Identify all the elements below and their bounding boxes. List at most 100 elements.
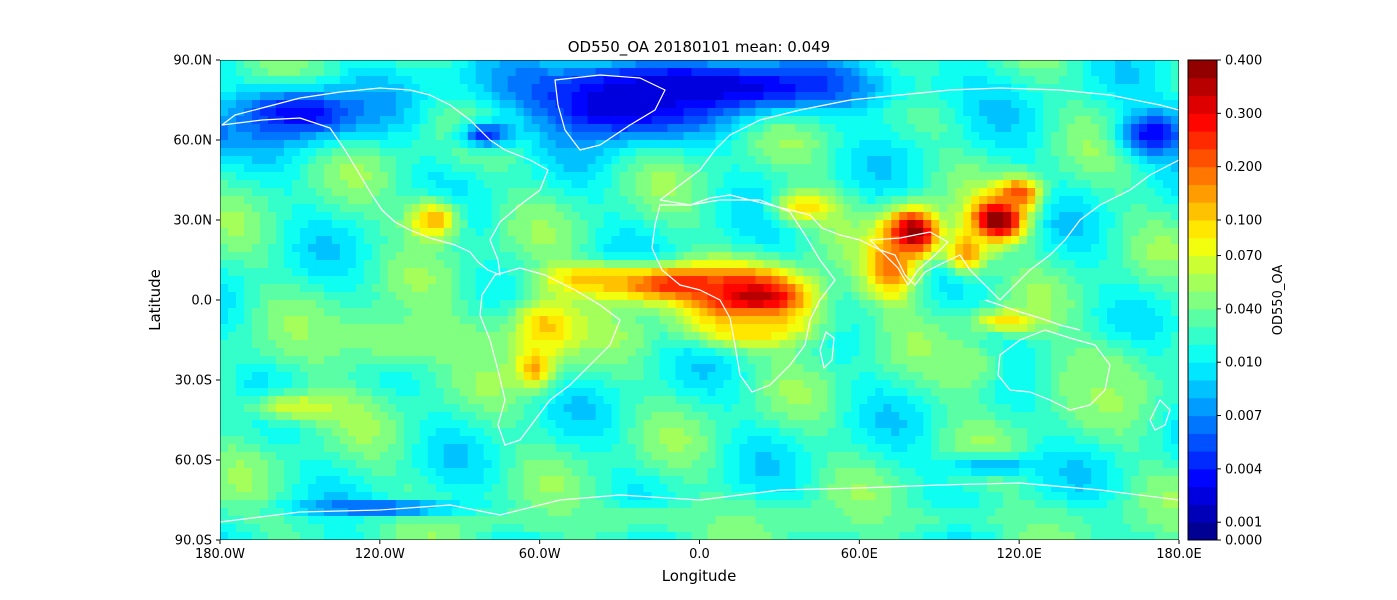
heatmap-cell (387, 324, 397, 333)
heatmap-cell (635, 364, 645, 373)
heatmap-cell (763, 292, 773, 301)
heatmap-cell (643, 300, 653, 309)
heatmap-cell (1059, 132, 1068, 141)
heatmap-cell (227, 92, 237, 101)
heatmap-cell (1003, 372, 1012, 381)
heatmap-cell (699, 164, 709, 173)
heatmap-cell (651, 340, 661, 349)
heatmap-cell (299, 268, 309, 277)
heatmap-cell (411, 76, 421, 85)
heatmap-cell (395, 252, 405, 261)
heatmap-cell (403, 340, 413, 349)
heatmap-cell (827, 220, 836, 229)
heatmap-cell (1083, 124, 1092, 133)
heatmap-cell (843, 244, 852, 253)
heatmap-cell (1115, 84, 1124, 93)
heatmap-cell (635, 292, 645, 301)
heatmap-cell (331, 108, 341, 117)
heatmap-cell (363, 68, 373, 77)
heatmap-cell (843, 364, 852, 373)
heatmap-cell (563, 188, 573, 197)
heatmap-cell (771, 244, 781, 253)
heatmap-cell (763, 380, 773, 389)
heatmap-cell (971, 292, 980, 301)
heatmap-cell (435, 108, 445, 117)
heatmap-cell (243, 100, 253, 109)
heatmap-cell (499, 108, 509, 117)
heatmap-cell (411, 140, 421, 149)
heatmap-cell (643, 348, 653, 357)
heatmap-cell (579, 316, 589, 325)
heatmap-cell (979, 100, 988, 109)
heatmap-cell (667, 268, 677, 277)
heatmap-cell (867, 276, 876, 285)
heatmap-cell (771, 164, 781, 173)
heatmap-cell (435, 220, 445, 229)
heatmap-cell (1019, 212, 1028, 221)
heatmap-cell (715, 220, 725, 229)
heatmap-cell (571, 332, 581, 341)
heatmap-cell (220, 236, 229, 245)
heatmap-cell (1067, 372, 1076, 381)
heatmap-cell (675, 116, 685, 125)
heatmap-cell (939, 244, 948, 253)
heatmap-cell (259, 380, 269, 389)
heatmap-cell (1003, 308, 1012, 317)
heatmap-cell (235, 268, 245, 277)
heatmap-cell (835, 60, 844, 69)
heatmap-cell (459, 236, 469, 245)
heatmap-cell (419, 252, 429, 261)
heatmap-cell (1019, 148, 1028, 157)
heatmap-cell (731, 108, 741, 117)
heatmap-cell (971, 172, 980, 181)
heatmap-cell (387, 212, 397, 221)
heatmap-cell (1003, 292, 1012, 301)
heatmap-cell (699, 292, 709, 301)
heatmap-cell (419, 348, 429, 357)
heatmap-cell (355, 156, 365, 165)
heatmap-cell (635, 308, 645, 317)
heatmap-cell (1035, 124, 1044, 133)
heatmap-cell (443, 92, 453, 101)
heatmap-cell (851, 172, 860, 181)
heatmap-cell (635, 180, 645, 189)
heatmap-cell (451, 276, 461, 285)
heatmap-cell (571, 188, 581, 197)
heatmap-cell (891, 196, 900, 205)
heatmap-cell (995, 156, 1004, 165)
heatmap-cell (643, 116, 653, 125)
heatmap-cell (619, 388, 629, 397)
heatmap-cell (243, 252, 253, 261)
heatmap-cell (835, 196, 844, 205)
heatmap-cell (403, 236, 413, 245)
heatmap-cell (691, 316, 701, 325)
heatmap-cell (755, 372, 765, 381)
heatmap-cell (259, 108, 269, 117)
heatmap-cell (635, 148, 645, 157)
heatmap-cell (987, 372, 996, 381)
heatmap-cell (435, 284, 445, 293)
heatmap-cell (947, 252, 956, 261)
heatmap-cell (995, 92, 1004, 101)
heatmap-cell (515, 324, 525, 333)
heatmap-cell (803, 172, 812, 181)
heatmap-cell (299, 116, 309, 125)
heatmap-cell (1099, 196, 1108, 205)
heatmap-cell (275, 172, 285, 181)
heatmap-cell (891, 244, 900, 253)
heatmap-cell (323, 164, 333, 173)
heatmap-cell (267, 316, 277, 325)
heatmap-cell (499, 356, 509, 365)
heatmap-cell (307, 204, 317, 213)
heatmap-cell (931, 172, 940, 181)
heatmap-cell (403, 388, 413, 397)
heatmap-cell (427, 108, 437, 117)
heatmap-cell (659, 300, 669, 309)
heatmap-cell (1163, 100, 1172, 109)
heatmap-cell (1131, 276, 1140, 285)
heatmap-cell (291, 228, 301, 237)
heatmap-cell (227, 156, 237, 165)
heatmap-cell (795, 188, 804, 197)
heatmap-cell (291, 324, 301, 333)
heatmap-cell (363, 252, 373, 261)
